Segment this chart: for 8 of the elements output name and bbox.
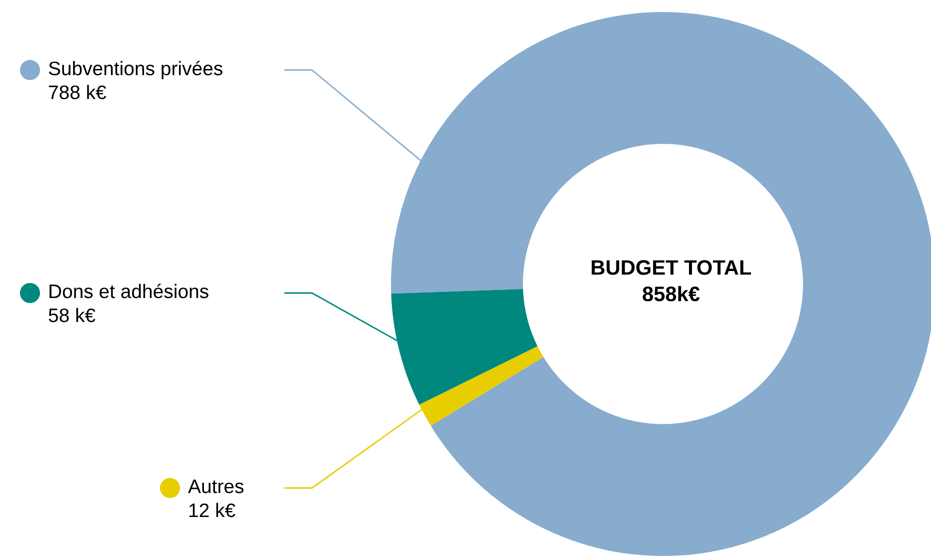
legend-label: Subventions privées <box>48 60 222 80</box>
legend-label: Autres <box>188 480 244 494</box>
legend-label: Dons et adhésions <box>50 284 208 298</box>
text: 858k€ <box>642 286 700 302</box>
data-label: 12 k€ <box>189 502 236 518</box>
text: BUDGET TOTAL <box>592 260 751 275</box>
data-label: 58 k€ <box>48 308 96 322</box>
data-label: 788 k€ <box>48 84 106 100</box>
